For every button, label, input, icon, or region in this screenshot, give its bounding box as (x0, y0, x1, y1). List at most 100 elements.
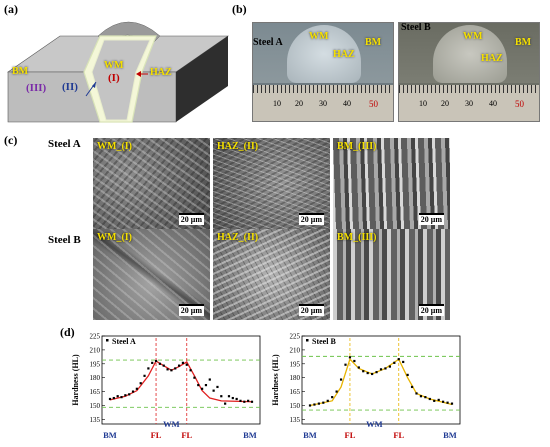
data-point (397, 358, 400, 361)
photo-b-haz: HAZ (481, 53, 503, 64)
data-point (158, 362, 161, 365)
schematic-zone-iii: (III) (26, 82, 47, 94)
legend-marker (106, 339, 109, 342)
region-label: BM (103, 430, 117, 440)
data-point (128, 393, 131, 396)
data-point (348, 356, 352, 359)
ruler-b-10: 10 (419, 99, 427, 108)
scalebar-a-haz: 20 μm (298, 213, 324, 225)
scalebar-a-wm: 20 μm (178, 213, 204, 225)
scalebar-a-bm: 20 μm (418, 213, 444, 225)
photo-b-title: Steel B (401, 22, 431, 33)
micrograph-a-haz: HAZ_(II) 20 μm (213, 138, 330, 229)
y-tick-label: 180 (290, 374, 301, 382)
y-tick-label: 180 (90, 374, 101, 382)
data-point (224, 402, 227, 405)
plot-frame (101, 335, 261, 425)
region-label: BM (443, 430, 457, 440)
data-point (326, 399, 329, 402)
data-point (433, 399, 436, 402)
y-tick-label: 210 (290, 346, 301, 354)
micrograph-b-haz-label: HAZ_(II) (217, 232, 259, 243)
data-point (154, 359, 158, 363)
data-point (250, 400, 254, 403)
photo-a-haz: HAZ (333, 49, 355, 60)
data-point (362, 370, 365, 373)
y-tick-label: 165 (290, 388, 301, 396)
hardness-chart-steel-a: 135 150 165 180 195 210 225 Hardness (HL) Steel … (71, 333, 261, 440)
scalebar-b-bm: 20 μm (418, 304, 444, 316)
data-point (339, 378, 343, 381)
photo-a-wm: WM (309, 31, 329, 42)
y-tick-label: 150 (90, 402, 101, 410)
photo-a-title: Steel A (253, 37, 283, 48)
data-point (216, 385, 219, 389)
data-point (406, 373, 409, 377)
micrograph-b-bm-label: BM_(III) (337, 232, 377, 243)
region-label: WM (163, 419, 180, 429)
data-point (239, 399, 242, 402)
y-tick-label: 135 (290, 416, 301, 424)
hardness-chart-steel-b: 135 150 165 180 195 210 225 Hardness (HL) Steel … (271, 333, 461, 440)
data-point (174, 367, 177, 370)
y-tick-label: 225 (90, 333, 101, 341)
data-point (437, 398, 440, 402)
data-point (131, 390, 135, 393)
panel-label-b: (b) (232, 2, 247, 16)
data-point (442, 400, 445, 403)
data-point (357, 366, 360, 369)
schematic-wm-label: WM (104, 60, 124, 71)
micrograph-b-bm: BM_(III) 20 μm (333, 229, 450, 320)
data-point (177, 364, 181, 367)
data-point (428, 397, 431, 401)
photo-a-bm: BM (365, 37, 382, 48)
photo-steel-a: Steel A WM BM HAZ 10 20 30 40 50 (252, 22, 394, 122)
data-point (151, 361, 154, 364)
region-label: FL (181, 430, 192, 440)
ruler-b-40: 40 (489, 99, 497, 108)
ruler-a-40: 40 (343, 99, 351, 108)
data-point (166, 368, 169, 371)
legend-label: Steel B (312, 337, 336, 346)
data-point (375, 371, 378, 374)
ruler-a-10: 10 (273, 99, 281, 108)
legend-marker (306, 339, 309, 342)
data-point (112, 396, 115, 400)
data-point (108, 397, 112, 401)
data-point (446, 401, 449, 404)
data-point (147, 367, 150, 370)
data-point (185, 363, 188, 366)
data-point (366, 371, 369, 375)
micrograph-a-bm: BM_(III) 20 μm (333, 138, 450, 229)
data-point (170, 369, 173, 372)
data-point (247, 399, 250, 402)
panel-label-a: (a) (4, 2, 18, 16)
schematic-bm-label: BM (12, 66, 29, 77)
schematic-zone-i: (I) (108, 72, 120, 84)
data-point (204, 383, 208, 387)
ruler-b-20: 20 (441, 99, 449, 108)
scalebar-b-wm: 20 μm (178, 304, 204, 316)
data-point (415, 392, 418, 395)
data-point (193, 376, 196, 379)
ruler-a-30: 30 (319, 99, 327, 108)
data-point (120, 396, 123, 399)
micrograph-b-haz: HAZ_(II) 20 μm (213, 229, 330, 320)
data-point (419, 395, 423, 398)
ruler-b-50: 50 (515, 99, 524, 109)
region-label: BM (243, 430, 257, 440)
legend-label: Steel A (112, 337, 136, 346)
y-axis-label: Hardness (HL) (71, 354, 80, 406)
micrograph-b-wm: WM_(I) 20 μm (93, 229, 210, 320)
data-point (197, 383, 200, 387)
data-point (379, 368, 383, 371)
schematic-haz-label: HAZ (150, 67, 172, 78)
panel-label-d: (d) (60, 325, 75, 339)
data-point (393, 361, 396, 364)
data-point (313, 403, 316, 406)
data-point (402, 360, 405, 364)
micrograph-a-wm-label: WM_(I) (97, 141, 132, 152)
photo-b-bm: BM (515, 37, 532, 48)
data-point (227, 395, 231, 398)
y-tick-label: 195 (90, 360, 101, 368)
